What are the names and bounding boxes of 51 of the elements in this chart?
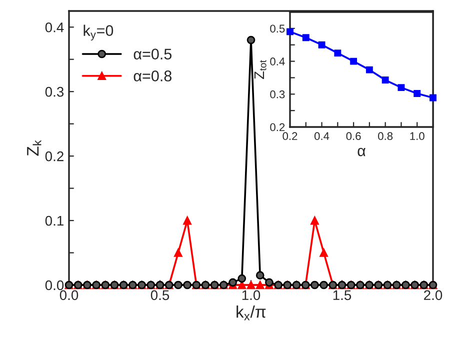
x-tick-label: 0.4 [314,132,330,140]
x-tick-label: 1.5 [333,290,352,300]
y-tick-label: 0.4 [45,22,64,32]
point [228,278,237,287]
point [246,36,256,44]
x-axis-title: k$_{x}$/π [236,305,266,320]
x-tick-label: 0.2 [282,132,298,140]
point [382,76,389,84]
y-axis-title: Z$_{tot}$ [254,60,266,79]
point [183,216,192,225]
x-tick-label: 0.5 [150,290,170,300]
point [238,274,246,283]
y-tick-label: 0.3 [45,86,64,97]
x-tick-label: 2.0 [424,290,442,300]
y-tick-label: 0.1 [45,216,64,226]
point [174,248,182,257]
point [320,248,328,257]
legend-title: k$_{y}$=0 [84,24,114,40]
point [256,271,264,280]
point [265,278,274,287]
point [320,280,328,290]
y-tick-label: 0.0 [45,280,64,290]
point [334,50,342,57]
point [350,58,358,65]
point [398,84,405,92]
point [310,216,319,225]
legend-label: α=0.5 [134,48,172,60]
point [430,94,436,102]
y-tick-label: 0.5 [270,24,285,33]
y-tick-label: 0.2 [270,123,285,132]
point [302,34,310,42]
x-tick-label: 1.0 [410,132,424,140]
y-tick-label: 0.4 [270,58,285,66]
y-tick-label: 0.3 [270,90,285,98]
point [286,28,294,36]
x-tick-label: 1.0 [242,290,260,300]
point [310,280,319,290]
point [318,41,326,48]
point [414,90,421,97]
x-tick-label: 0.0 [60,290,78,300]
y-tick-label: 0.2 [45,151,64,162]
point [183,280,192,290]
point [174,280,182,290]
point [256,280,264,290]
legend-label: α=0.8 [134,70,172,82]
x-axis-title: α [358,148,366,156]
x-tick-label: 0.8 [378,132,393,140]
point [366,66,373,74]
x-tick-label: 0.6 [346,132,361,140]
y-axis-title: Z$_{k}$ [27,140,42,156]
point [246,280,256,290]
